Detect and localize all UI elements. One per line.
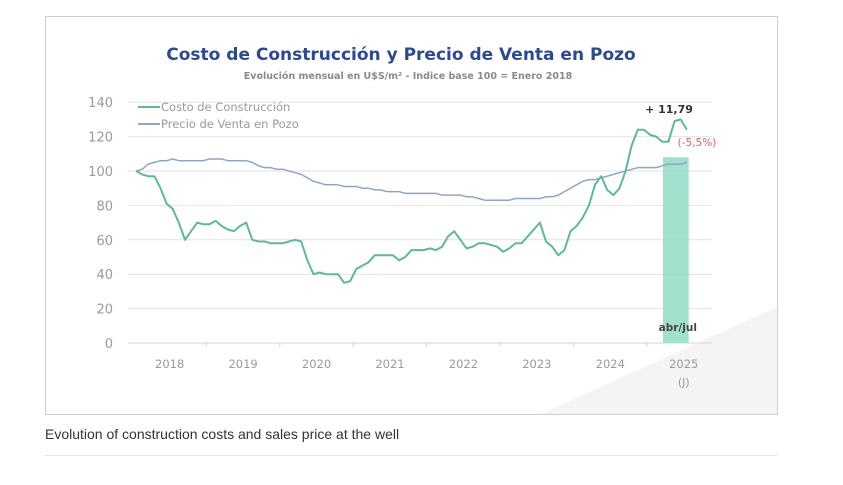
y-axis-ticks: 0 20 40 60 80 100 120 140 (88, 96, 113, 352)
x-tick-sublabel: (J) (678, 376, 690, 389)
background-shade (541, 307, 777, 414)
annotation-construction-change: + 11,79 (645, 103, 693, 116)
series-lines (135, 118, 688, 284)
grid-lines (128, 101, 712, 344)
divider (45, 455, 777, 456)
legend-label: Precio de Venta en Pozo (161, 117, 299, 131)
background-shade-polygon (541, 307, 777, 414)
x-tick-label: 2020 (302, 357, 331, 371)
x-tick-label: 2023 (522, 357, 551, 371)
y-tick-label: 80 (96, 199, 113, 214)
series-line-precio-venta (135, 158, 688, 201)
figure-caption: Evolution of construction costs and sale… (45, 426, 400, 442)
chart-subtitle: Evolución mensual en U$S/m² - Indice bas… (244, 71, 573, 82)
chart-frame (45, 16, 778, 415)
x-tick-label: 2025 (669, 357, 698, 371)
y-tick-label: 20 (96, 303, 113, 318)
x-tick-label: 2018 (155, 357, 184, 371)
x-axis-ticks: 2018 2019 2020 2021 2022 2023 2024 2025 (J) (155, 343, 698, 389)
chart-title: Costo de Construcción y Precio de Venta … (166, 45, 635, 65)
y-tick-label: 140 (88, 96, 113, 111)
y-tick-label: 0 (105, 337, 113, 352)
highlight-band (662, 157, 689, 343)
annotation-percent-change: (-5,5%) (678, 137, 717, 149)
x-tick-label: 2019 (228, 357, 257, 371)
series-line-costo-construccion (135, 118, 688, 284)
y-tick-label: 40 (96, 268, 113, 283)
legend-label: Costo de Construcción (161, 100, 290, 114)
highlight-label: abr/jul (659, 322, 697, 334)
legend: Costo de Construcción Precio de Venta en … (138, 100, 299, 131)
x-tick-label: 2022 (449, 357, 478, 371)
x-tick-label: 2024 (596, 357, 625, 371)
x-tick-label: 2021 (375, 357, 404, 371)
y-tick-label: 120 (88, 131, 113, 146)
y-tick-label: 100 (88, 165, 113, 180)
y-tick-label: 60 (96, 234, 113, 249)
